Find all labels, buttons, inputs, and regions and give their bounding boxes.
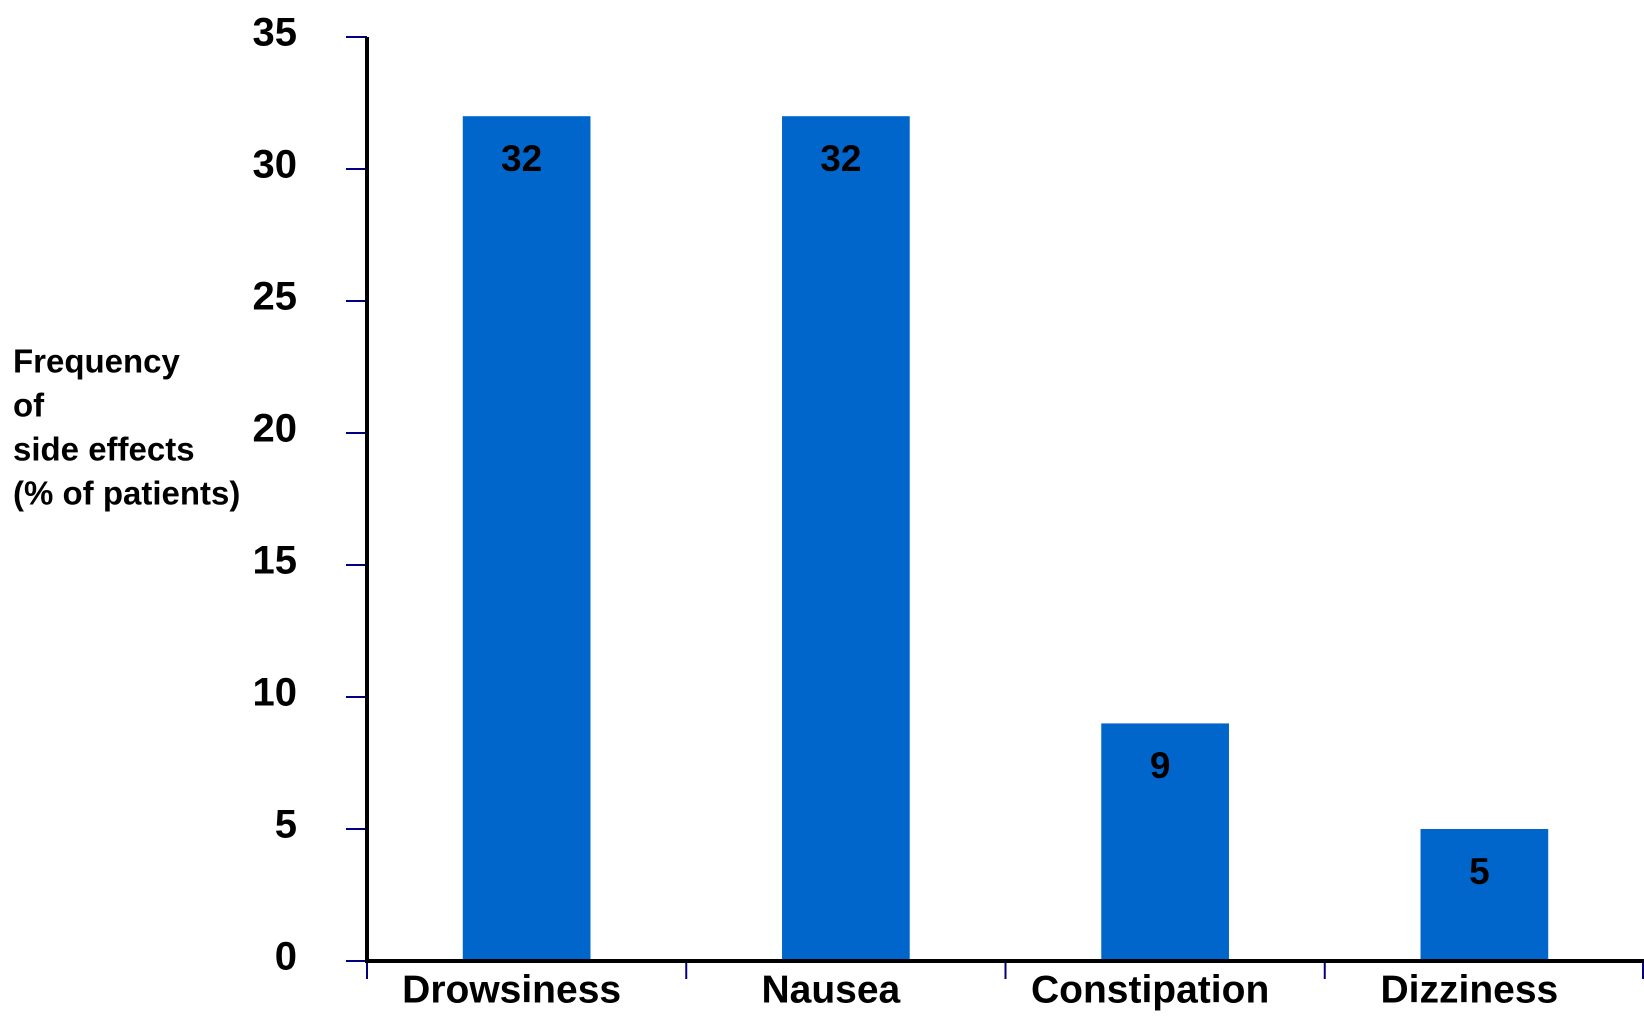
y-tick-label: 20	[253, 407, 298, 451]
y-tick-label: 15	[253, 539, 298, 583]
x-tick-label: Drowsiness	[402, 968, 621, 1011]
data-label: 32	[820, 138, 861, 179]
y-tick-label: 30	[253, 143, 298, 187]
data-label: 9	[1150, 745, 1171, 786]
x-tick-label: Dizziness	[1381, 968, 1559, 1011]
bar	[1420, 829, 1549, 961]
bar	[462, 116, 591, 961]
y-tick-label: 25	[253, 275, 298, 319]
bar	[1101, 723, 1229, 961]
x-tick-label: Nausea	[762, 968, 901, 1011]
bar	[782, 116, 910, 961]
data-label: 32	[501, 138, 542, 179]
data-label: 5	[1469, 851, 1490, 892]
x-tick-label: Constipation	[1031, 968, 1269, 1011]
y-tick-label: 0	[275, 935, 297, 979]
y-axis-label: of	[13, 387, 45, 424]
y-tick-label: 35	[253, 11, 298, 55]
y-axis-label: side effects	[13, 431, 195, 468]
y-tick-label: 5	[275, 803, 297, 847]
y-axis-label: (% of patients)	[13, 475, 240, 512]
y-tick-label: 10	[253, 671, 298, 715]
y-axis-label: Frequency	[13, 343, 181, 380]
